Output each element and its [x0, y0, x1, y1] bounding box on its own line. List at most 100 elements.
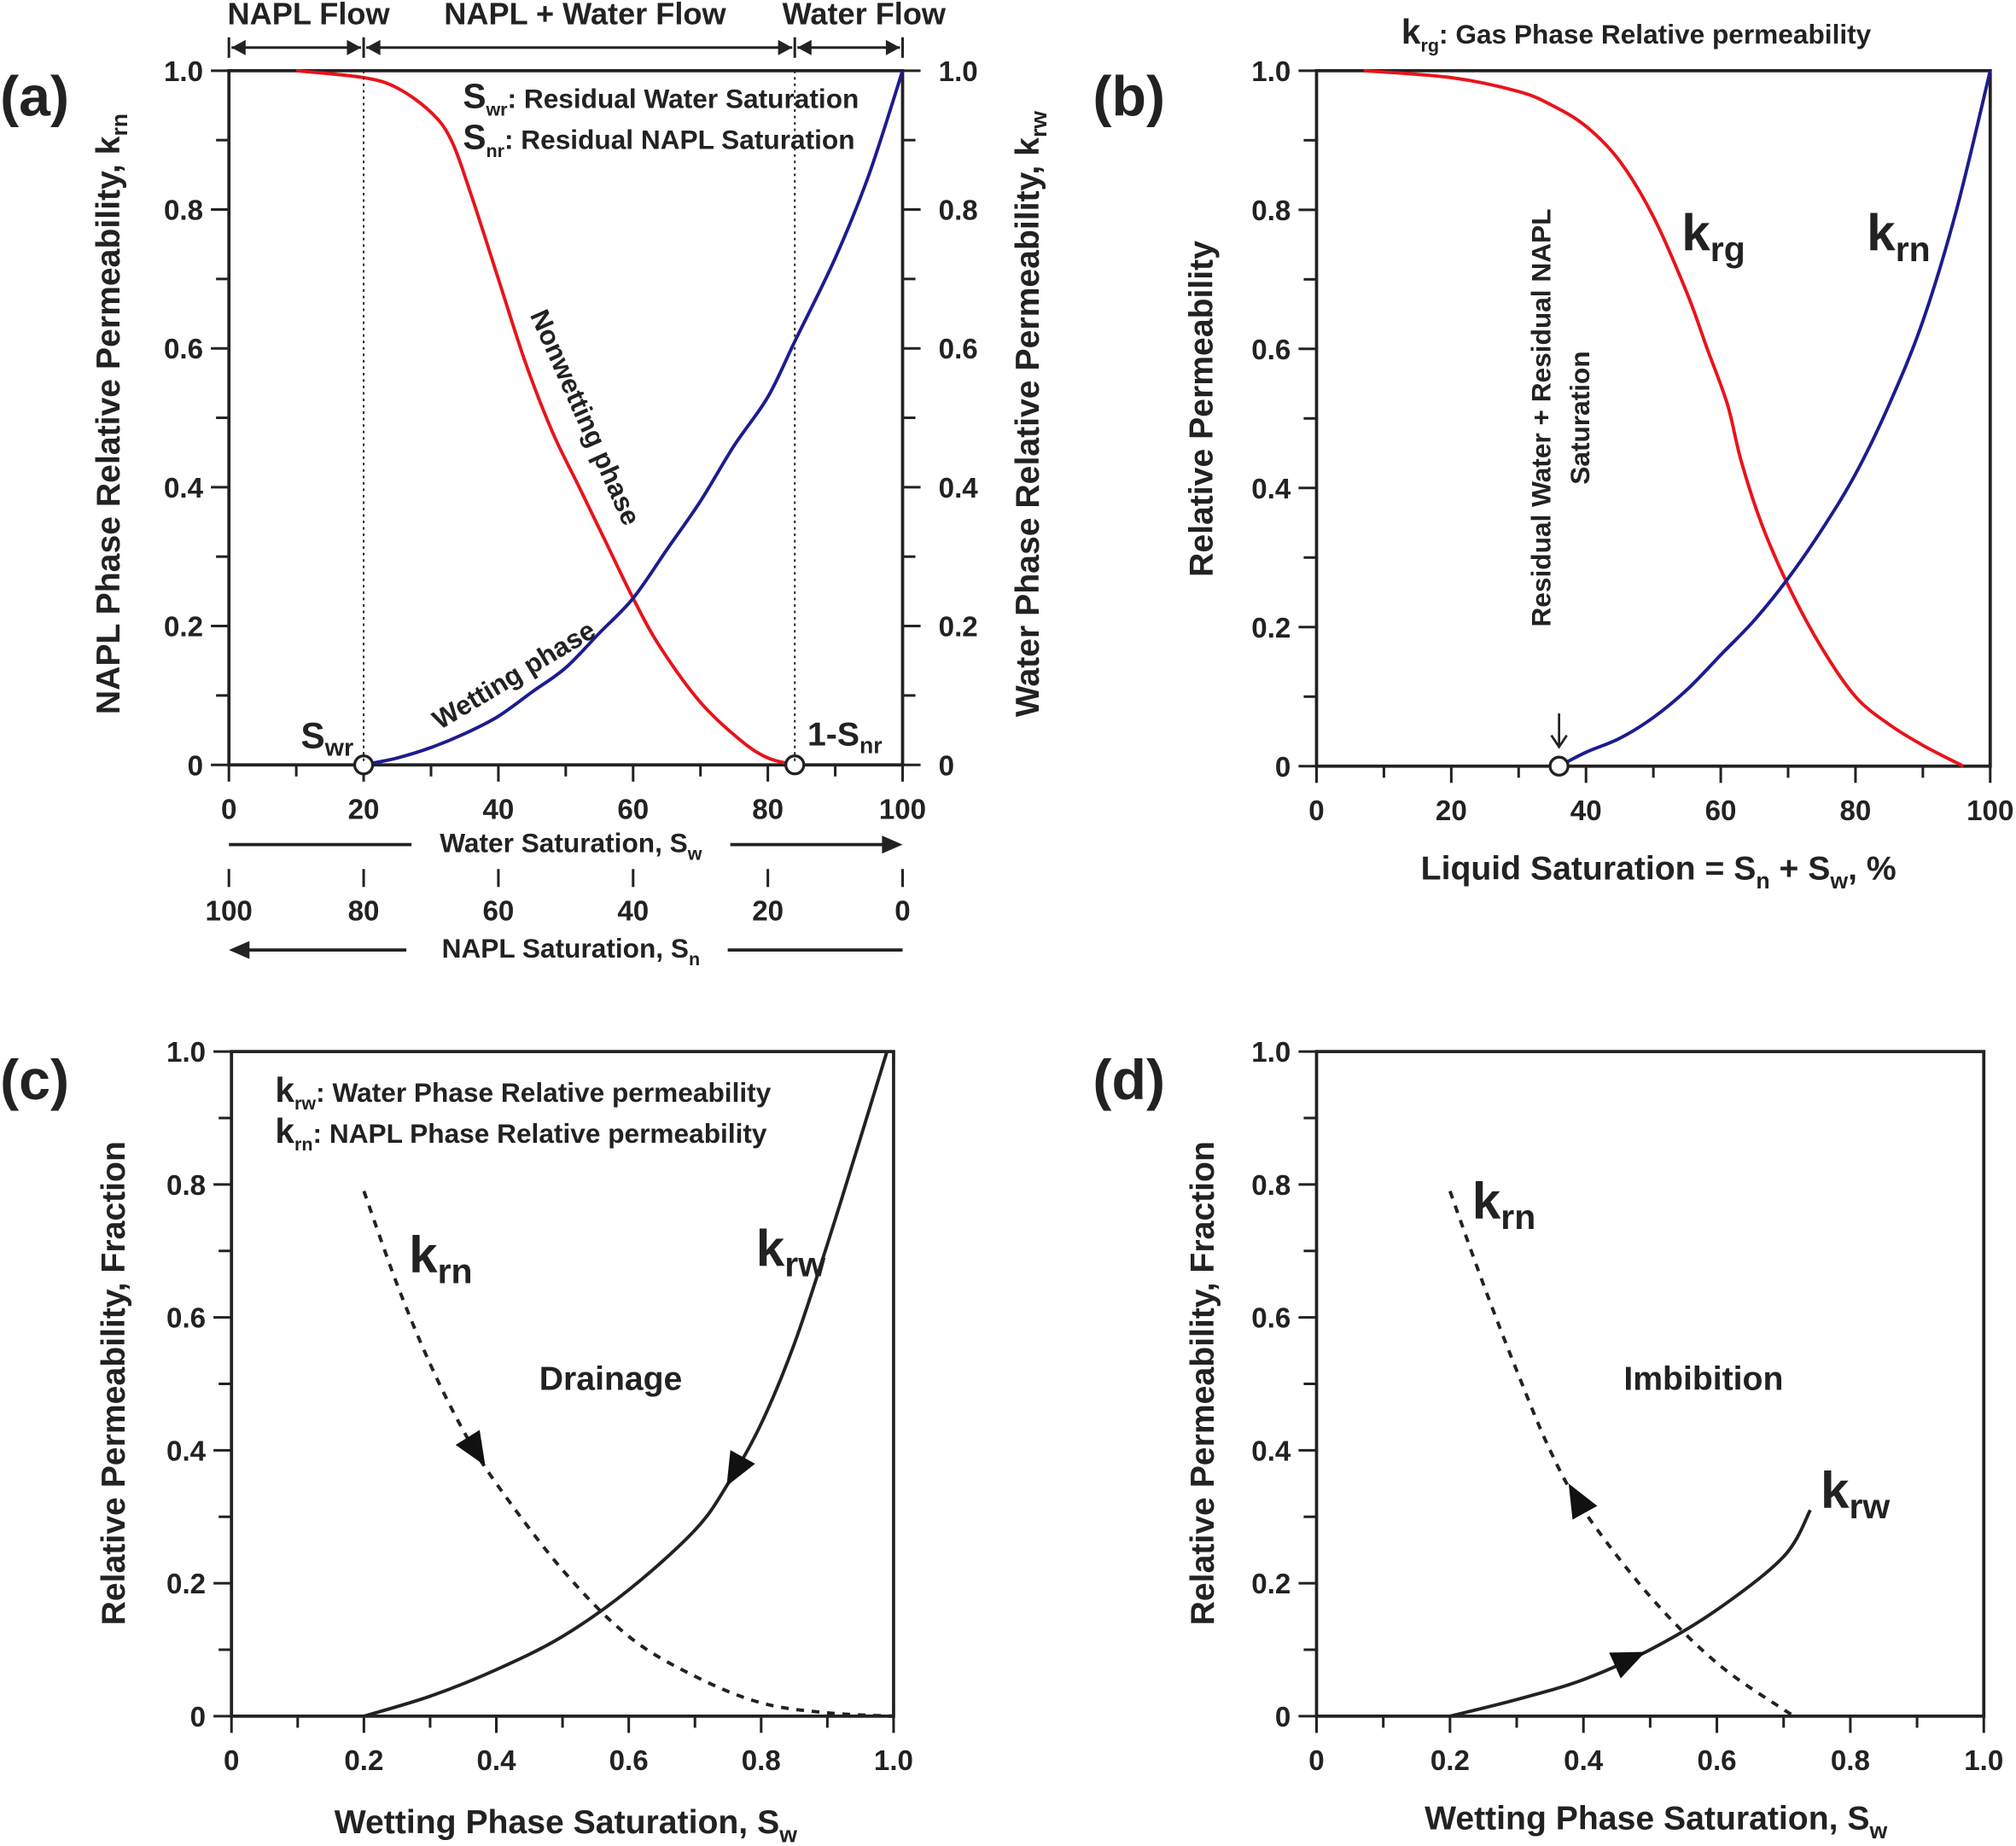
y-tick-label: 0 — [1275, 1702, 1291, 1733]
series-line-0 — [1363, 68, 1965, 768]
x-tick-label: 0 — [221, 794, 236, 825]
process-label-imbibition: Imbibition — [1623, 1360, 1783, 1397]
series-line-0 — [295, 68, 795, 767]
y-tick-label: 1.0 — [164, 56, 203, 88]
secondary-x-tick-label: 80 — [348, 895, 380, 927]
y-tick-label: 0 — [188, 750, 203, 782]
x-tick-label: 0.8 — [1831, 1745, 1870, 1777]
x-tick-label: 20 — [1436, 795, 1467, 827]
x-tick-label: 0.6 — [1698, 1745, 1737, 1777]
y-tick-label: 0.8 — [166, 1170, 206, 1202]
open-circle-marker — [1548, 755, 1570, 777]
y-tick-label: 0.8 — [164, 195, 203, 227]
direction-arrowhead — [1609, 1651, 1646, 1679]
y2-tick-label: 0.4 — [939, 473, 979, 504]
annotation-residual-line2: Saturation — [1564, 351, 1595, 484]
y-tick-label: 0.2 — [166, 1569, 206, 1600]
x-tick-label: 60 — [617, 794, 649, 825]
y-tick-label: 0.6 — [164, 334, 203, 365]
y-axis-label-c: Relative Permeability, Fraction — [96, 1141, 132, 1625]
annotation-residual-line1: Residual Water + Residual NAPL — [1526, 209, 1557, 627]
x-tick-label: 40 — [482, 794, 514, 825]
flow-region-napl-water: NAPL + Water Flow — [444, 0, 726, 32]
panel-3-plot: 0 0.2 0.4 0.6 0.8 1.0 0 0.2 0.4 0.6 0.8 1.0 — [1251, 1037, 2003, 1777]
secondary-x-tick-label: 100 — [206, 895, 253, 927]
x-tick-label: 60 — [1705, 795, 1737, 827]
water-saturation-arrowhead — [882, 836, 903, 854]
y2-tick-label: 1.0 — [939, 56, 978, 88]
span-arrowhead-right — [347, 39, 362, 55]
x-axis-label-a: Water Saturation, Sw — [440, 828, 702, 865]
panel-label-b: (b) — [1092, 66, 1165, 129]
napl-saturation-arrowhead — [229, 940, 250, 959]
process-label-drainage: Drainage — [539, 1360, 683, 1397]
y2-tick-label: 0.8 — [939, 195, 978, 227]
y-tick-label: 0.4 — [1251, 474, 1291, 505]
panel-2-plot: 0 0.2 0.4 0.6 0.8 1.0 0 0.2 0.4 0.6 0.8 1.0 — [166, 1037, 913, 1777]
secondary-x-tick-label: 20 — [752, 895, 784, 927]
legend-snr: Snr: Residual NAPL Saturation — [463, 118, 854, 161]
secondary-x-tick-label: 60 — [482, 895, 514, 927]
y-tick-label: 0.2 — [1251, 613, 1291, 644]
x-axis-label-b: Liquid Saturation = Sn + Sw, % — [1421, 850, 1897, 894]
flow-region-napl: NAPL Flow — [228, 0, 391, 32]
y-tick-label: 0.8 — [1251, 1170, 1291, 1202]
marker-label-swr: Swr — [301, 716, 354, 762]
legend-swr: Swr: Residual Water Saturation — [463, 77, 859, 120]
series-line-1 — [363, 1051, 889, 1718]
x-tick-label: 0 — [1308, 1745, 1324, 1777]
y2-tick-label: 0.2 — [939, 612, 978, 643]
span-arrowhead-right — [778, 39, 793, 55]
secondary-x-tick-label: 40 — [617, 895, 649, 927]
legend-krn: krn: NAPL Phase Relative permeability — [275, 1111, 767, 1155]
secondary-x-tick-label: 0 — [894, 895, 910, 927]
x-axis-label-c: Wetting Phase Saturation, Sw — [335, 1804, 797, 1846]
y-tick-label: 0.4 — [164, 473, 204, 504]
flow-region-water: Water Flow — [783, 0, 947, 32]
chart-marks: 0 20 40 60 80 100 0 0.2 0.4 0.6 0.8 1.0 0 0.2 0.4 0.6 0.… — [164, 37, 2013, 1777]
direction-arrowhead — [1568, 1483, 1598, 1520]
chart-title-b: krg: Gas Phase Relative permeability — [1401, 12, 1872, 55]
span-arrowhead-right — [885, 39, 900, 55]
y-tick-label: 0.6 — [1251, 335, 1291, 366]
x-tick-label: 0.6 — [609, 1745, 649, 1777]
series-line-1 — [1558, 70, 1992, 768]
x-tick-label: 0 — [1308, 795, 1324, 827]
panel-label-d: (d) — [1092, 1049, 1165, 1112]
span-arrowhead-left — [797, 39, 812, 55]
x-tick-label: 100 — [1966, 795, 2013, 827]
y-tick-label: 0.6 — [1251, 1303, 1291, 1335]
series-line-1 — [1449, 1509, 1812, 1718]
y-tick-label: 0.8 — [1251, 195, 1291, 227]
panel-label-a: (a) — [0, 66, 69, 129]
y-tick-label: 0.2 — [164, 612, 203, 643]
y-axis-label-d: Relative Permeability, Fraction — [1185, 1141, 1221, 1625]
series-label-krg: krg — [1681, 204, 1745, 269]
x-tick-label: 0.8 — [742, 1745, 781, 1777]
x-tick-label: 0 — [224, 1745, 239, 1777]
open-circle-marker — [784, 754, 806, 776]
x-tick-label: 0.4 — [1564, 1745, 1604, 1777]
y-tick-label: 0 — [190, 1702, 206, 1733]
panel-label-c: (c) — [0, 1049, 69, 1112]
open-circle-marker — [353, 754, 375, 776]
series-label-krn-c: krn — [409, 1226, 472, 1290]
y2-tick-label: 0.6 — [939, 334, 978, 365]
x-tick-label: 0.4 — [476, 1745, 516, 1777]
x-tick-label: 0.2 — [1430, 1745, 1470, 1777]
series-label-wetting: Wetting phase — [427, 614, 600, 736]
y-tick-label: 1.0 — [166, 1037, 206, 1069]
span-arrowhead-left — [366, 39, 381, 55]
secondary-x-axis-label-a: NAPL Saturation, Sn — [442, 933, 701, 970]
x-tick-label: 100 — [879, 794, 926, 825]
residual-arrowhead — [1550, 734, 1568, 749]
x-tick-label: 80 — [1840, 795, 1872, 827]
plot-frame — [1314, 68, 1992, 768]
series-label-krn-d: krn — [1472, 1172, 1535, 1237]
span-arrowhead-left — [231, 39, 246, 55]
x-tick-label: 1.0 — [874, 1745, 913, 1777]
x-tick-label: 0.2 — [344, 1745, 383, 1777]
series-line-0 — [1448, 1191, 1798, 1718]
panel-0-plot: 0 20 40 60 80 100 0 0.2 0.4 0.6 0.8 1.0 0 0.2 0.4 0.6 0.… — [164, 37, 979, 959]
